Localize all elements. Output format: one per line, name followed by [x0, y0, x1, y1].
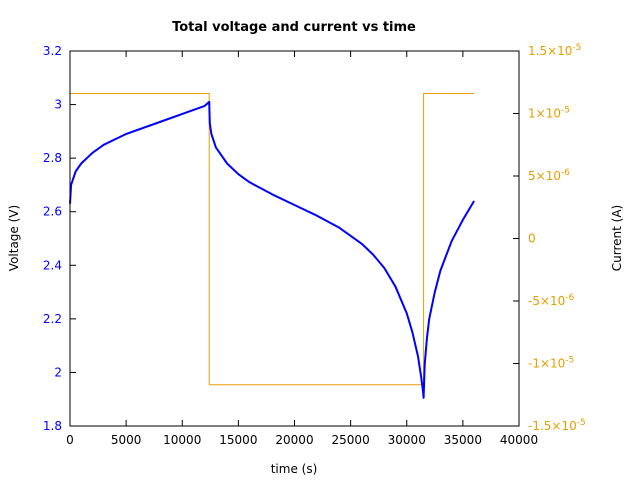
x-axis-label: time (s) [271, 462, 318, 476]
x-tick-label: 30000 [388, 433, 426, 447]
x-axis-ticks: 0 5000 10000 15000 20000 25000 30000 35000 40000 [66, 51, 538, 447]
voltage-tick-label: 2.2 [43, 312, 62, 326]
x-tick-label: 25000 [332, 433, 370, 447]
x-tick-label: 40000 [500, 433, 538, 447]
plot-frame [69, 50, 520, 427]
current-tick-label: -1×10-5 [528, 356, 574, 371]
voltage-tick-label: 2 [54, 365, 62, 379]
current-tick-label: 0 [528, 232, 536, 246]
voltage-tick-label: 3.2 [43, 44, 62, 58]
plot-area [69, 93, 475, 399]
current-tick-label: -5×10-6 [528, 293, 575, 308]
current-tick-label: 1.5×10-5 [528, 43, 581, 58]
voltage-tick-label: 2.6 [43, 205, 62, 219]
voltage-axis-label: Voltage (V) [7, 205, 21, 271]
current-axis-label: Current (A) [610, 205, 624, 271]
x-tick-label: 10000 [163, 433, 201, 447]
current-axis-ticks: -1.5×10-5 -1×10-5 -5×10-6 0 5×10-6 1×10-5 1.5×… [513, 43, 586, 433]
chart-title: Total voltage and current vs time [172, 20, 416, 35]
x-tick-label: 35000 [444, 433, 482, 447]
voltage-tick-label: 3 [54, 98, 62, 112]
current-tick-label: 1×10-5 [528, 106, 570, 121]
current-line [70, 93, 475, 386]
voltage-tick-label: 1.8 [43, 419, 62, 433]
voltage-tick-label: 2.4 [43, 258, 62, 272]
x-tick-label: 0 [66, 433, 74, 447]
x-tick-label: 15000 [219, 433, 257, 447]
voltage-tick-label: 2.8 [43, 151, 62, 165]
x-tick-label: 5000 [111, 433, 142, 447]
voltage-axis-ticks: 1.8 2 2.2 2.4 2.6 2.8 3 3.2 [43, 44, 76, 433]
x-tick-label: 20000 [275, 433, 313, 447]
voltage-line [69, 100, 475, 399]
current-tick-label: 5×10-6 [528, 168, 570, 183]
current-tick-label: -1.5×10-5 [528, 418, 586, 433]
